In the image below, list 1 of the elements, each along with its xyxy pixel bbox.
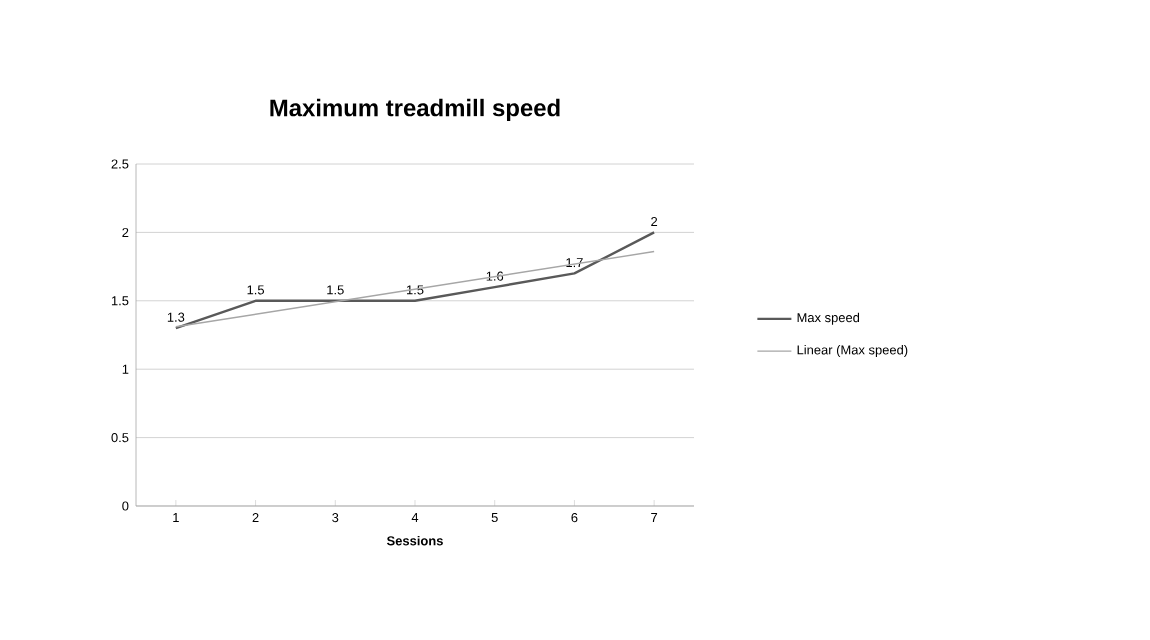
chart-title: Maximum treadmill speed xyxy=(270,98,560,122)
